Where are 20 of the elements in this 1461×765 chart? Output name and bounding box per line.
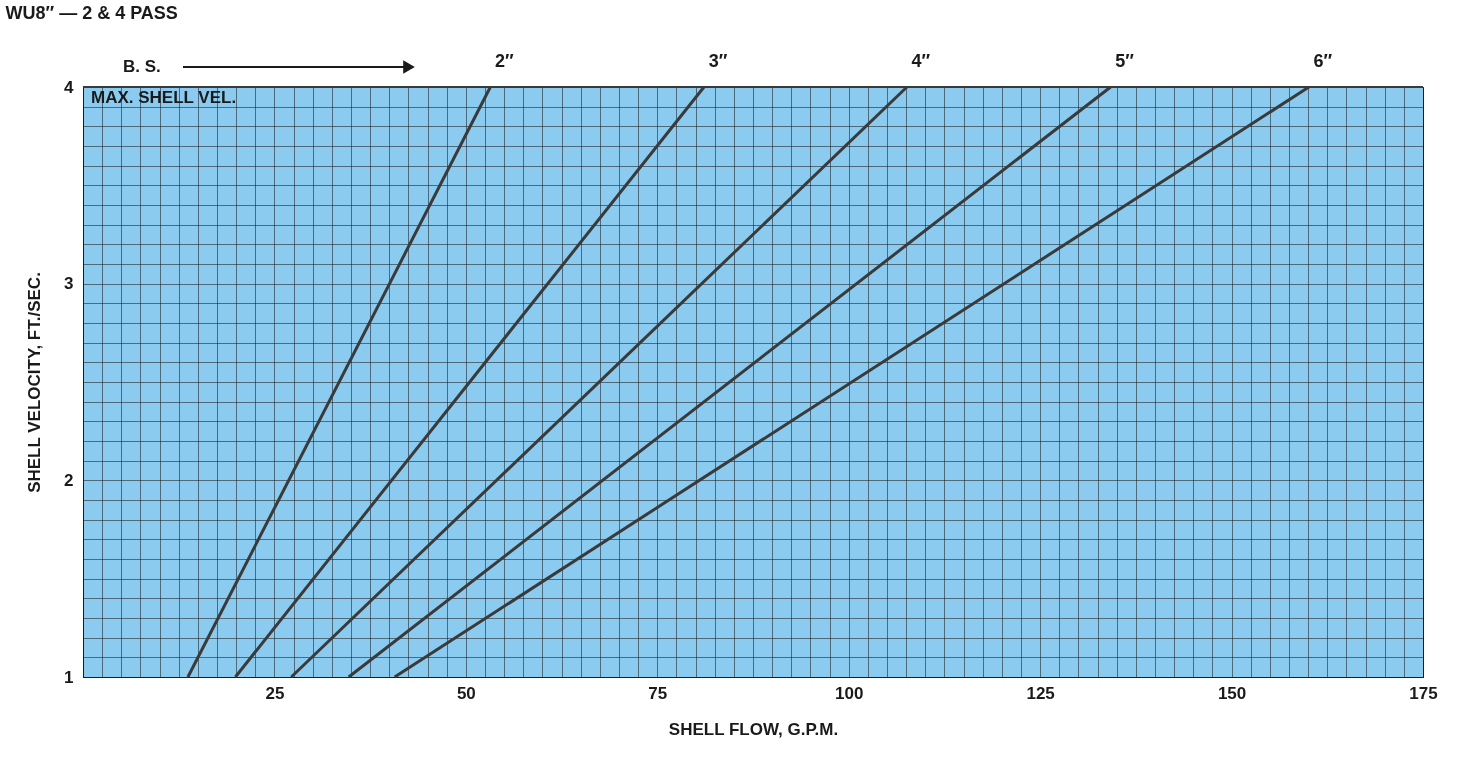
y-tick-label: 1: [64, 667, 74, 687]
x-tick-label: 75: [648, 683, 668, 703]
y-tick-label: 4: [64, 77, 75, 97]
x-tick-label: 150: [1217, 683, 1247, 703]
y-tick-label: 2: [64, 470, 74, 490]
series-label: 6″: [1313, 51, 1333, 71]
x-tick-label: 25: [265, 683, 285, 703]
series-label: 3″: [708, 51, 728, 71]
x-tick-label: 100: [835, 683, 864, 703]
y-tick-label: 3: [64, 274, 74, 294]
series-label: 2″: [495, 51, 515, 71]
x-tick-label: 125: [1026, 683, 1055, 703]
chart-title: WU8″ — 2 & 4 PASS: [5, 3, 178, 23]
series-label: 4″: [911, 51, 931, 71]
x-axis-title: SHELL FLOW, G.P.M.: [668, 719, 839, 739]
series-label: 5″: [1115, 51, 1135, 71]
text: B. S.: [123, 57, 161, 76]
x-tick-label: 50: [456, 683, 476, 703]
x-tick-label: 175: [1409, 683, 1438, 703]
y-axis-title: SHELL VELOCITY, FT./SEC.: [25, 272, 45, 493]
